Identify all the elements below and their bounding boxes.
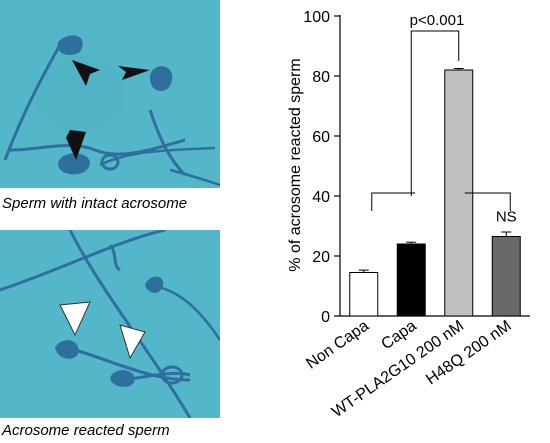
arrowhead-2 — [118, 66, 150, 80]
bracket-left — [371, 192, 416, 211]
p-value-label: p<0.001 — [410, 12, 465, 29]
bar-1 — [396, 243, 426, 317]
bar-3 — [491, 236, 521, 317]
y-tick-label: 60 — [312, 129, 330, 146]
arrowhead-1 — [72, 60, 100, 86]
arrowhead-3 — [66, 130, 86, 160]
sperm-head-2 — [55, 340, 79, 359]
y-tick-label: 0 — [321, 309, 330, 326]
bracket-right — [464, 192, 511, 211]
sperm-head-3 — [58, 153, 90, 175]
arrowhead-2 — [119, 324, 146, 360]
sperm-head-1 — [57, 35, 83, 55]
significance-bracket-main — [410, 30, 460, 196]
sperm-image-reacted — [0, 230, 220, 418]
x-tick-label: H48Q 200 nM — [423, 317, 514, 388]
bar-0 — [349, 272, 379, 317]
sperm-head-3 — [110, 370, 135, 387]
caption-reacted-acrosome: Acrosome reacted sperm — [2, 422, 170, 439]
sperm-head-2 — [150, 66, 173, 92]
y-tick-label: 100 — [303, 9, 330, 26]
ns-label: NS — [496, 209, 517, 226]
bars — [349, 68, 521, 317]
sperm-head-1 — [145, 276, 164, 294]
micrograph-intact-acrosome — [0, 0, 220, 188]
y-tick-label: 20 — [312, 249, 330, 266]
annotations: p<0.001 NS — [371, 12, 517, 226]
arrowhead-1 — [59, 301, 91, 337]
sperm-image-intact — [0, 0, 220, 188]
micrograph-reacted-acrosome — [0, 230, 220, 418]
y-tick-label: 40 — [312, 189, 330, 206]
x-tick-label: Non Capa — [303, 317, 372, 372]
y-ticks: 0 20 40 60 80 100 — [303, 9, 340, 326]
caption-intact-acrosome: Sperm with intact acrosome — [2, 195, 188, 212]
y-axis-label: % of acrosome reacted sperm — [287, 58, 304, 271]
y-tick-label: 80 — [312, 69, 330, 86]
micrograph-background — [0, 230, 220, 418]
bar-chart: % of acrosome reacted sperm 0 20 40 60 80 100… — [287, 9, 530, 421]
